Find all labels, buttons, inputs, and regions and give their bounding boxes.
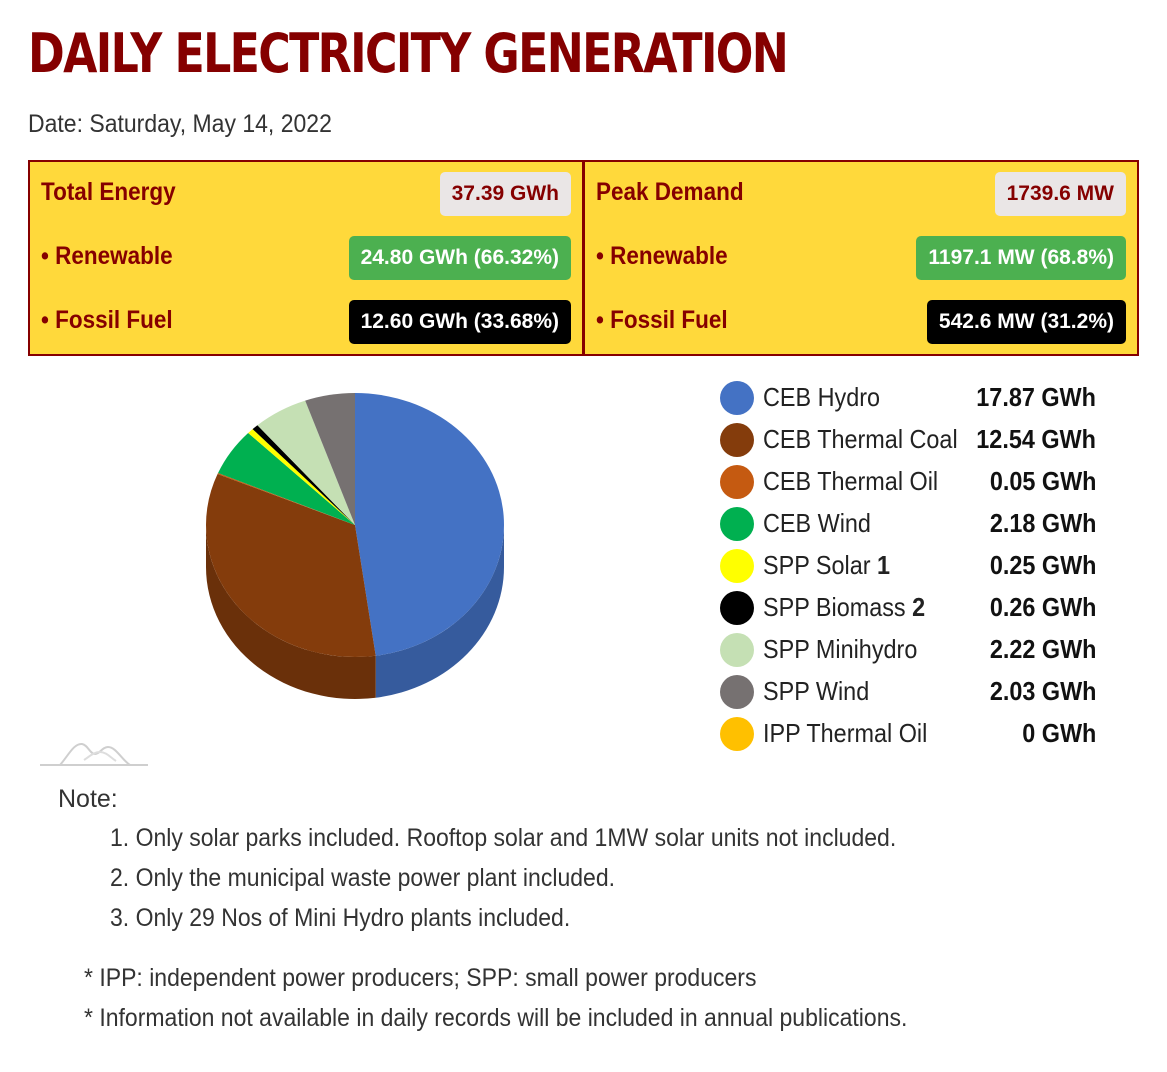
legend-swatch — [720, 381, 754, 415]
legend-value: 0.25 GWh — [989, 550, 1096, 580]
legend-value: 17.87 GWh — [976, 382, 1096, 412]
legend-swatch — [720, 507, 754, 541]
legend-item: CEB Thermal Coal 12.54 GWh — [720, 420, 1100, 462]
pie-slice — [257, 400, 355, 525]
legend-item: SPP Solar 1 0.25 GWh — [720, 546, 1100, 588]
fossil-demand-label: • Fossil Fuel — [596, 306, 728, 334]
renewable-demand-row: • Renewable 1197.1 MW (68.8%) — [585, 236, 1137, 280]
note-item: 2. Only the municipal waste power plant … — [110, 864, 616, 892]
report-date: Date: Saturday, May 14, 2022 — [28, 110, 332, 138]
legend-value: 0.26 GWh — [989, 592, 1096, 622]
fossil-demand-row: • Fossil Fuel 542.6 MW (31.2%) — [585, 300, 1137, 344]
footnote: * Information not available in daily rec… — [84, 1004, 908, 1032]
renewable-demand-badge: 1197.1 MW (68.8%) — [916, 236, 1126, 280]
legend-swatch — [720, 591, 754, 625]
pie-slice-side — [206, 525, 376, 699]
fossil-energy-badge: 12.60 GWh (33.68%) — [348, 300, 571, 344]
legend-item: CEB Hydro 17.87 GWh — [720, 378, 1100, 420]
page-title: DAILY ELECTRICITY GENERATION — [28, 22, 789, 85]
legend-item: SPP Wind 2.03 GWh — [720, 672, 1100, 714]
legend-swatch — [720, 675, 754, 709]
renewable-energy-row: • Renewable 24.80 GWh (66.32%) — [30, 236, 582, 280]
renewable-demand-label: • Renewable — [596, 242, 728, 270]
footnote: * IPP: independent power producers; SPP:… — [84, 964, 757, 992]
legend-value: 2.18 GWh — [989, 508, 1096, 538]
peak-demand-badge: 1739.6 MW — [994, 172, 1126, 216]
pie-slices — [205, 393, 504, 657]
peak-demand-label: Peak Demand — [596, 178, 744, 206]
legend-label: CEB Hydro — [763, 382, 881, 412]
pie-slice — [252, 425, 355, 525]
note-item: 3. Only 29 Nos of Mini Hydro plants incl… — [110, 904, 571, 932]
pie-slice — [217, 473, 355, 525]
legend-swatch — [720, 423, 754, 457]
legend-label: SPP Minihydro — [763, 634, 918, 664]
pie-slice-side — [375, 525, 504, 698]
pie-slice — [218, 433, 355, 525]
legend-label: CEB Thermal Oil — [763, 466, 939, 496]
legend-value: 2.03 GWh — [989, 676, 1096, 706]
pie-slice — [355, 393, 504, 656]
notes-list: 1. Only solar parks included. Rooftop so… — [110, 824, 965, 944]
fossil-demand-badge: 542.6 MW (31.2%) — [926, 300, 1126, 344]
legend-label: SPP Solar 1 — [763, 550, 891, 580]
fossil-energy-row: • Fossil Fuel 12.60 GWh (33.68%) — [30, 300, 582, 344]
legend-label: IPP Thermal Oil — [763, 718, 928, 748]
pie-slice — [305, 393, 355, 525]
legend-item: CEB Thermal Oil 0.05 GWh — [720, 462, 1100, 504]
legend-label: CEB Wind — [763, 508, 871, 538]
generation-pie-chart — [205, 393, 504, 699]
peak-demand-row: Peak Demand 1739.6 MW — [585, 172, 1137, 216]
legend-item: SPP Minihydro 2.22 GWh — [720, 630, 1100, 672]
legend-footnote-ref: 1 — [877, 550, 891, 580]
legend-value: 0.05 GWh — [989, 466, 1096, 496]
renewable-energy-badge: 24.80 GWh (66.32%) — [348, 236, 571, 280]
legend-swatch — [720, 717, 754, 751]
legend-swatch — [720, 465, 754, 499]
demand-summary-panel: Peak Demand 1739.6 MW • Renewable 1197.1… — [583, 160, 1139, 356]
legend-value: 2.22 GWh — [989, 634, 1096, 664]
legend-item: IPP Thermal Oil 0 GWh — [720, 714, 1100, 756]
total-energy-label: Total Energy — [41, 178, 176, 206]
legend-item: CEB Wind 2.18 GWh — [720, 504, 1100, 546]
total-energy-row: Total Energy 37.39 GWh — [30, 172, 582, 216]
legend-swatch — [720, 549, 754, 583]
pie-slice — [205, 474, 376, 657]
pie-side-walls — [206, 525, 504, 699]
legend-swatch — [720, 633, 754, 667]
legend-item: SPP Biomass 2 0.26 GWh — [720, 588, 1100, 630]
footnotes: * IPP: independent power producers; SPP:… — [84, 964, 979, 1044]
renewable-energy-label: • Renewable — [41, 242, 173, 270]
legend-footnote-ref: 2 — [912, 592, 926, 622]
energy-summary-panel: Total Energy 37.39 GWh • Renewable 24.80… — [28, 160, 584, 356]
legend-label: SPP Biomass 2 — [763, 592, 926, 622]
legend-label: CEB Thermal Coal — [763, 424, 958, 454]
legend-label: SPP Wind — [763, 676, 870, 706]
legend-value: 0 GWh — [1021, 718, 1096, 748]
legend-value: 12.54 GWh — [976, 424, 1096, 454]
pie-slice — [248, 429, 355, 525]
note-item: 1. Only solar parks included. Rooftop so… — [110, 824, 897, 852]
fossil-energy-label: • Fossil Fuel — [41, 306, 173, 334]
total-energy-badge: 37.39 GWh — [439, 172, 571, 216]
chart-legend: CEB Hydro 17.87 GWh CEB Thermal Coal 12.54 … — [720, 378, 1100, 756]
mountain-logo-icon — [40, 743, 148, 766]
note-heading: Note: — [58, 785, 118, 813]
